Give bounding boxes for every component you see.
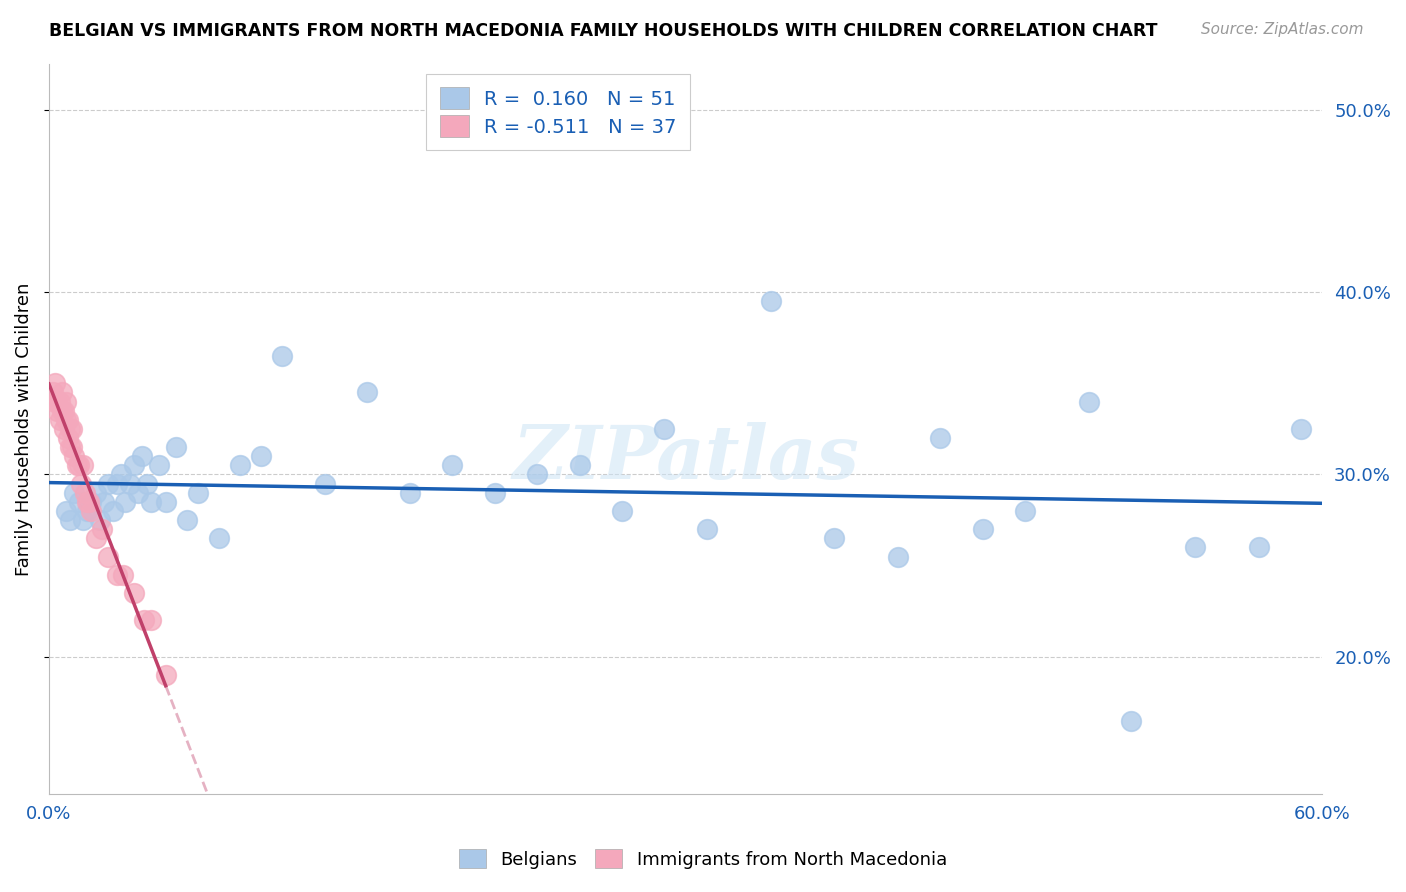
Point	[610, 504, 633, 518]
Point	[63, 449, 86, 463]
Point	[1247, 541, 1270, 555]
Point	[654, 422, 676, 436]
Point	[314, 476, 336, 491]
Point	[131, 449, 153, 463]
Point	[80, 495, 103, 509]
Point	[97, 476, 120, 491]
Point	[887, 549, 910, 564]
Point	[91, 522, 114, 536]
Point	[72, 513, 94, 527]
Point	[526, 467, 548, 482]
Point	[80, 504, 103, 518]
Point	[73, 485, 96, 500]
Point	[112, 567, 135, 582]
Point	[1121, 714, 1143, 728]
Point	[696, 522, 718, 536]
Point	[56, 431, 79, 445]
Point	[65, 458, 87, 473]
Point	[127, 485, 149, 500]
Point	[60, 422, 83, 436]
Point	[105, 567, 128, 582]
Point	[44, 376, 66, 391]
Point	[250, 449, 273, 463]
Point	[69, 476, 91, 491]
Text: BELGIAN VS IMMIGRANTS FROM NORTH MACEDONIA FAMILY HOUSEHOLDS WITH CHILDREN CORRE: BELGIAN VS IMMIGRANTS FROM NORTH MACEDON…	[49, 22, 1157, 40]
Point	[155, 668, 177, 682]
Point	[110, 467, 132, 482]
Point	[568, 458, 591, 473]
Point	[76, 504, 98, 518]
Point	[72, 458, 94, 473]
Point	[1184, 541, 1206, 555]
Point	[1014, 504, 1036, 518]
Point	[63, 485, 86, 500]
Point	[229, 458, 252, 473]
Text: ZIPatlas: ZIPatlas	[512, 422, 859, 494]
Point	[1289, 422, 1312, 436]
Point	[51, 403, 73, 417]
Point	[139, 495, 162, 509]
Point	[139, 614, 162, 628]
Point	[356, 385, 378, 400]
Point	[84, 485, 107, 500]
Point	[155, 495, 177, 509]
Point	[441, 458, 464, 473]
Point	[122, 586, 145, 600]
Point	[398, 485, 420, 500]
Point	[59, 440, 82, 454]
Point	[929, 431, 952, 445]
Point	[52, 422, 75, 436]
Point	[48, 394, 70, 409]
Point	[48, 413, 70, 427]
Point	[122, 458, 145, 473]
Point	[76, 495, 98, 509]
Point	[55, 413, 77, 427]
Point	[56, 413, 79, 427]
Y-axis label: Family Households with Children: Family Households with Children	[15, 282, 32, 575]
Point	[52, 403, 75, 417]
Point	[89, 513, 111, 527]
Point	[165, 440, 187, 454]
Point	[46, 394, 69, 409]
Point	[759, 294, 782, 309]
Point	[271, 349, 294, 363]
Point	[93, 495, 115, 509]
Point	[59, 422, 82, 436]
Point	[823, 531, 845, 545]
Point	[42, 385, 65, 400]
Legend: Belgians, Immigrants from North Macedonia: Belgians, Immigrants from North Macedoni…	[451, 841, 955, 876]
Point	[51, 385, 73, 400]
Point	[67, 458, 90, 473]
Point	[101, 504, 124, 518]
Point	[1077, 394, 1099, 409]
Point	[79, 495, 101, 509]
Point	[105, 476, 128, 491]
Point	[484, 485, 506, 500]
Point	[97, 549, 120, 564]
Point	[118, 476, 141, 491]
Point	[135, 476, 157, 491]
Point	[55, 394, 77, 409]
Point	[55, 504, 77, 518]
Point	[46, 403, 69, 417]
Legend: R =  0.160   N = 51, R = -0.511   N = 37: R = 0.160 N = 51, R = -0.511 N = 37	[426, 74, 690, 150]
Point	[60, 440, 83, 454]
Point	[44, 394, 66, 409]
Point	[148, 458, 170, 473]
Point	[186, 485, 208, 500]
Point	[208, 531, 231, 545]
Point	[972, 522, 994, 536]
Point	[84, 531, 107, 545]
Point	[59, 513, 82, 527]
Point	[67, 495, 90, 509]
Point	[134, 614, 156, 628]
Point	[114, 495, 136, 509]
Point	[176, 513, 198, 527]
Text: Source: ZipAtlas.com: Source: ZipAtlas.com	[1201, 22, 1364, 37]
